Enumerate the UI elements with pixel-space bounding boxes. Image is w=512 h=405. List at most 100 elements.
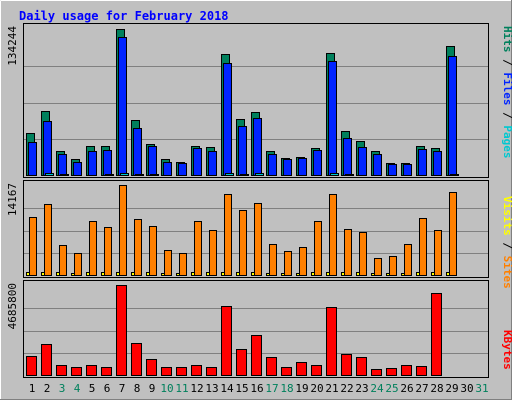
day-label: 12 — [190, 382, 203, 395]
kbytes-bar — [71, 367, 82, 376]
sites-bar — [434, 230, 442, 276]
kbytes-max-label: 4685800 — [6, 283, 19, 329]
day-label: 18 — [280, 382, 293, 395]
sites-max-label: 14167 — [6, 183, 19, 216]
sites-bar — [89, 221, 97, 276]
files-bar — [58, 154, 67, 176]
files-bar — [178, 163, 187, 176]
legend-visits: Visits — [501, 196, 512, 236]
day-label: 1 — [29, 382, 36, 395]
sites-bar — [194, 221, 202, 276]
legend-kbytes: KBytes — [501, 330, 512, 370]
sites-bar — [359, 232, 367, 276]
day-label: 14 — [220, 382, 234, 395]
sites-legend: Visits / Sites — [501, 196, 512, 289]
sites-bar — [134, 219, 142, 276]
pages-bar — [150, 174, 159, 176]
kbytes-bar — [371, 369, 382, 376]
sites-bar — [59, 245, 67, 276]
kbytes-bar — [176, 367, 187, 376]
kbytes-bar — [281, 367, 292, 376]
files-bar — [343, 138, 352, 176]
sites-bar — [314, 221, 322, 276]
sites-bar — [209, 230, 217, 276]
chart-title: Daily usage for February 2018 — [19, 9, 229, 23]
kbytes-panel: 4685800 KBytes — [6, 280, 512, 378]
kbytes-bar — [296, 362, 307, 376]
kbytes-bar — [86, 365, 97, 376]
kbytes-bar — [431, 293, 442, 376]
kbytes-bar — [191, 365, 202, 376]
files-bar — [148, 146, 157, 176]
sites-bar — [269, 244, 277, 276]
legend-files: Files — [501, 72, 512, 105]
files-bar — [43, 121, 52, 176]
day-label: 24 — [370, 382, 384, 395]
files-bar — [118, 37, 127, 176]
legend-hits: Hits — [501, 26, 512, 53]
day-label: 25 — [385, 382, 398, 395]
pages-bar — [105, 174, 114, 176]
files-bar — [253, 118, 262, 176]
kbytes-bar — [56, 365, 67, 376]
sites-bar — [284, 251, 292, 276]
sites-bar — [74, 253, 82, 276]
sites-bar — [374, 258, 382, 276]
day-label: 19 — [295, 382, 308, 395]
day-label: 2 — [44, 382, 51, 395]
sites-bar — [344, 229, 352, 276]
files-bar — [238, 126, 247, 176]
sites-bar — [299, 247, 307, 276]
day-label: 22 — [340, 382, 353, 395]
kbytes-bar — [416, 366, 427, 376]
sites-bar — [329, 194, 337, 276]
pages-bar — [120, 173, 129, 176]
files-bar — [163, 162, 172, 176]
files-bar — [328, 61, 337, 176]
hits-files-pages-panel: 134244 Hits / Files / Pages — [6, 23, 512, 178]
pages-bar — [135, 174, 144, 176]
files-bar — [73, 162, 82, 176]
sites-bar — [254, 203, 262, 276]
files-bar — [223, 63, 232, 176]
kbytes-bar — [341, 354, 352, 376]
sites-bar — [164, 250, 172, 276]
pages-bar — [345, 174, 354, 176]
pages-bar — [60, 174, 69, 176]
kbytes-bar — [41, 344, 52, 376]
files-bar — [448, 56, 457, 176]
legend-pages: Pages — [501, 125, 512, 158]
sites-bar — [419, 218, 427, 276]
pages-bar — [330, 173, 339, 176]
sites-bar — [104, 227, 112, 276]
day-label: 29 — [445, 382, 458, 395]
sites-bar — [29, 217, 37, 276]
legend-sites: Sites — [501, 256, 512, 289]
day-label: 4 — [74, 382, 81, 395]
hits-max-label: 134244 — [6, 26, 19, 66]
sites-bar — [224, 194, 232, 276]
sites-bar — [404, 244, 412, 276]
day-label: 11 — [175, 382, 188, 395]
sites-bar — [389, 256, 397, 276]
day-label: 7 — [119, 382, 126, 395]
kbytes-bar — [326, 307, 337, 376]
files-bar — [433, 151, 442, 176]
kbytes-legend: KBytes — [501, 330, 512, 370]
files-bar — [298, 158, 307, 176]
kbytes-bar — [101, 367, 112, 376]
files-bar — [193, 148, 202, 176]
sites-bar — [119, 185, 127, 276]
files-bar — [373, 154, 382, 176]
kbytes-bar — [401, 365, 412, 376]
pages-bar — [45, 173, 54, 176]
pages-bar — [240, 174, 249, 176]
files-bar — [133, 128, 142, 176]
legend-sep: / — [501, 53, 512, 73]
hits-legend: Hits / Files / Pages — [501, 26, 512, 159]
kbytes-bar — [236, 349, 247, 376]
legend-sep: / — [501, 236, 512, 256]
day-label: 26 — [400, 382, 413, 395]
files-bar — [313, 150, 322, 176]
